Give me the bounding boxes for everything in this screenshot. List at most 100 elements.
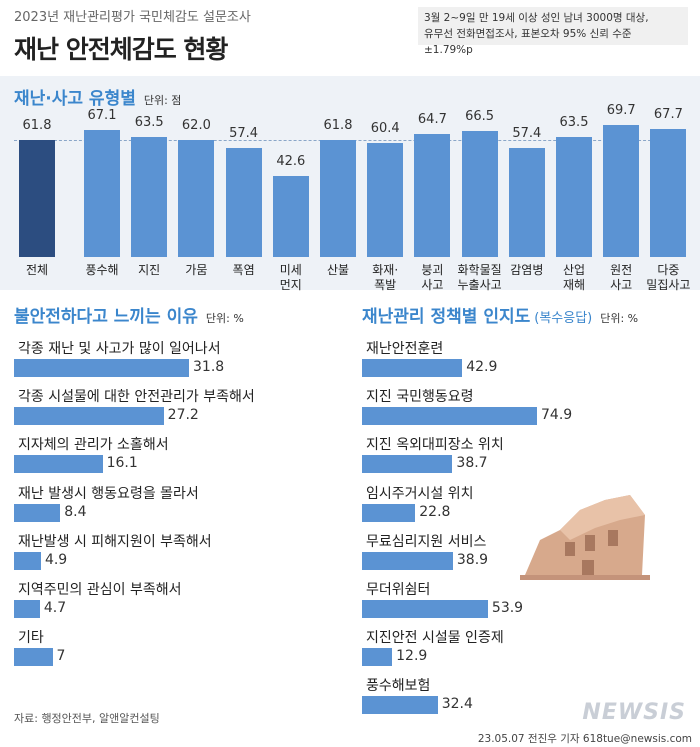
- value-label: 4.9: [44, 551, 68, 568]
- window: [585, 535, 595, 551]
- survey-note: 3월 2~9일 만 19세 이상 성인 남녀 3000명 대상, 유무선 전화면…: [418, 7, 688, 56]
- category-label: 폭염: [232, 263, 255, 277]
- category-label: 재난안전훈련: [366, 341, 444, 357]
- category-label: 지진 옥외대피장소 위치: [366, 437, 504, 454]
- value-label: 67.1: [87, 107, 117, 123]
- category-label: 각종 재난 및 사고가 많이 일어나서: [18, 341, 221, 357]
- value-label: 42.6: [276, 154, 306, 170]
- unit: 단위: %: [205, 312, 244, 325]
- bar: [362, 696, 438, 715]
- kicker: 2023년 재난관리평가 국민체감도 설문조사: [14, 10, 251, 25]
- bar: [362, 359, 463, 377]
- value-label: 61.8: [323, 117, 353, 133]
- unit: 단위: 점: [143, 94, 182, 107]
- logo: NEWSIS: [582, 700, 686, 725]
- category-label: 지역주민의 관심이 부족해서: [18, 582, 182, 598]
- bar: [19, 139, 55, 257]
- bar: [367, 142, 404, 257]
- bar: [14, 359, 189, 377]
- bar: [362, 600, 488, 618]
- title: 재난·사고 유형별: [14, 89, 136, 109]
- category-label: 지진 국민행동요령: [366, 389, 474, 406]
- value-label: 63.5: [134, 114, 164, 130]
- value-label: 38.9: [456, 551, 489, 568]
- window: [582, 560, 594, 575]
- value-label: 60.4: [370, 120, 400, 136]
- bar: [178, 139, 215, 257]
- category-label: 미세 먼지: [279, 263, 302, 292]
- category-label: 풍수해보험: [366, 678, 431, 695]
- bar: [362, 551, 453, 570]
- value-label: 57.4: [512, 126, 542, 142]
- bar: [320, 139, 356, 257]
- value-label: 7: [56, 648, 66, 665]
- value-label: 42.9: [466, 359, 498, 375]
- value-label: 32.4: [441, 696, 473, 713]
- section-title: 불안전하다고 느끼는 이유 단위: %: [14, 302, 244, 327]
- page-title: 재난 안전체감도 현황: [14, 35, 228, 64]
- bar: [362, 648, 393, 667]
- bar: [131, 136, 168, 257]
- bar: [14, 407, 164, 426]
- bar: [362, 503, 416, 522]
- window: [608, 530, 618, 546]
- unit: 단위: %: [600, 312, 639, 325]
- category-label: 재난발생 시 피해지원이 부족해서: [18, 533, 212, 550]
- value-label: 4.7: [43, 600, 67, 616]
- note-line: 3월 2~9일 만 19세 이상 성인 남녀 3000명 대상,: [424, 12, 649, 24]
- category-label: 가뭄: [185, 263, 208, 277]
- bar: [225, 148, 262, 257]
- bar: [362, 407, 537, 426]
- bar: [14, 600, 40, 618]
- category-label: 기타: [18, 630, 44, 647]
- value-label: 69.7: [606, 103, 636, 118]
- category-label: 재난 발생시 행동요령을 몰라서: [18, 485, 199, 502]
- window: [565, 542, 575, 556]
- value-label: 12.9: [396, 648, 428, 665]
- bar: [14, 503, 61, 522]
- bar: [461, 131, 498, 257]
- value-label: 66.5: [465, 109, 495, 125]
- value-label: 62.0: [181, 117, 211, 133]
- note-line: 유무선 전화면접조사, 표본오차 95% 신뢰 수준 ±1.79%p: [424, 28, 632, 56]
- bar: [84, 129, 120, 257]
- source: 자료: 행정안전부, 알앤알컨설팅: [14, 712, 160, 725]
- category-label: 지진안전 시설물 인증제: [366, 630, 504, 647]
- category-label: 원전 사고: [610, 263, 633, 292]
- category-label: 지자체의 관리가 소홀해서: [18, 437, 169, 454]
- category-label: 각종 시설물에 대한 안전관리가 부족해서: [18, 389, 255, 406]
- category-label: 붕괴 사고: [421, 263, 444, 292]
- category-label: 산업 재해: [562, 263, 586, 292]
- credit: 23.05.07 전진우 기자 618tue@newsis.com: [477, 733, 692, 745]
- bar: [508, 148, 545, 257]
- value-label: 61.8: [22, 117, 52, 133]
- ruins-illustration: [520, 495, 650, 580]
- category-label: 전체: [25, 263, 49, 277]
- value-label: 38.7: [456, 455, 488, 472]
- bar: [14, 455, 103, 474]
- value-label: 31.8: [193, 359, 225, 375]
- value-label: 64.7: [417, 112, 447, 128]
- title: 불안전하다고 느끼는 이유: [14, 307, 198, 327]
- bar: [556, 136, 592, 257]
- category-label: 다중 밀집사고: [646, 263, 691, 292]
- value-label: 67.7: [653, 106, 683, 122]
- bar: [272, 176, 309, 257]
- bar: [14, 551, 41, 570]
- bar: [414, 134, 451, 257]
- category-label: 감염병: [510, 263, 544, 277]
- section-title: 재난관리 정책별 인지도 (복수응답) 단위: %: [362, 302, 638, 327]
- category-label: 무료심리지원 서비스: [366, 533, 487, 550]
- bar: [362, 455, 453, 474]
- subtitle: (복수응답): [534, 311, 593, 326]
- value-label: 22.8: [419, 503, 451, 520]
- title: 재난관리 정책별 인지도: [362, 307, 531, 327]
- rock-top: [560, 495, 645, 540]
- category-label: 산불: [326, 263, 350, 277]
- value-label: 53.9: [491, 600, 524, 616]
- category-label: 무더위쉼터: [366, 582, 431, 598]
- value-label: 8.4: [64, 503, 87, 520]
- bar: [650, 128, 687, 257]
- category-label: 지진: [138, 263, 161, 277]
